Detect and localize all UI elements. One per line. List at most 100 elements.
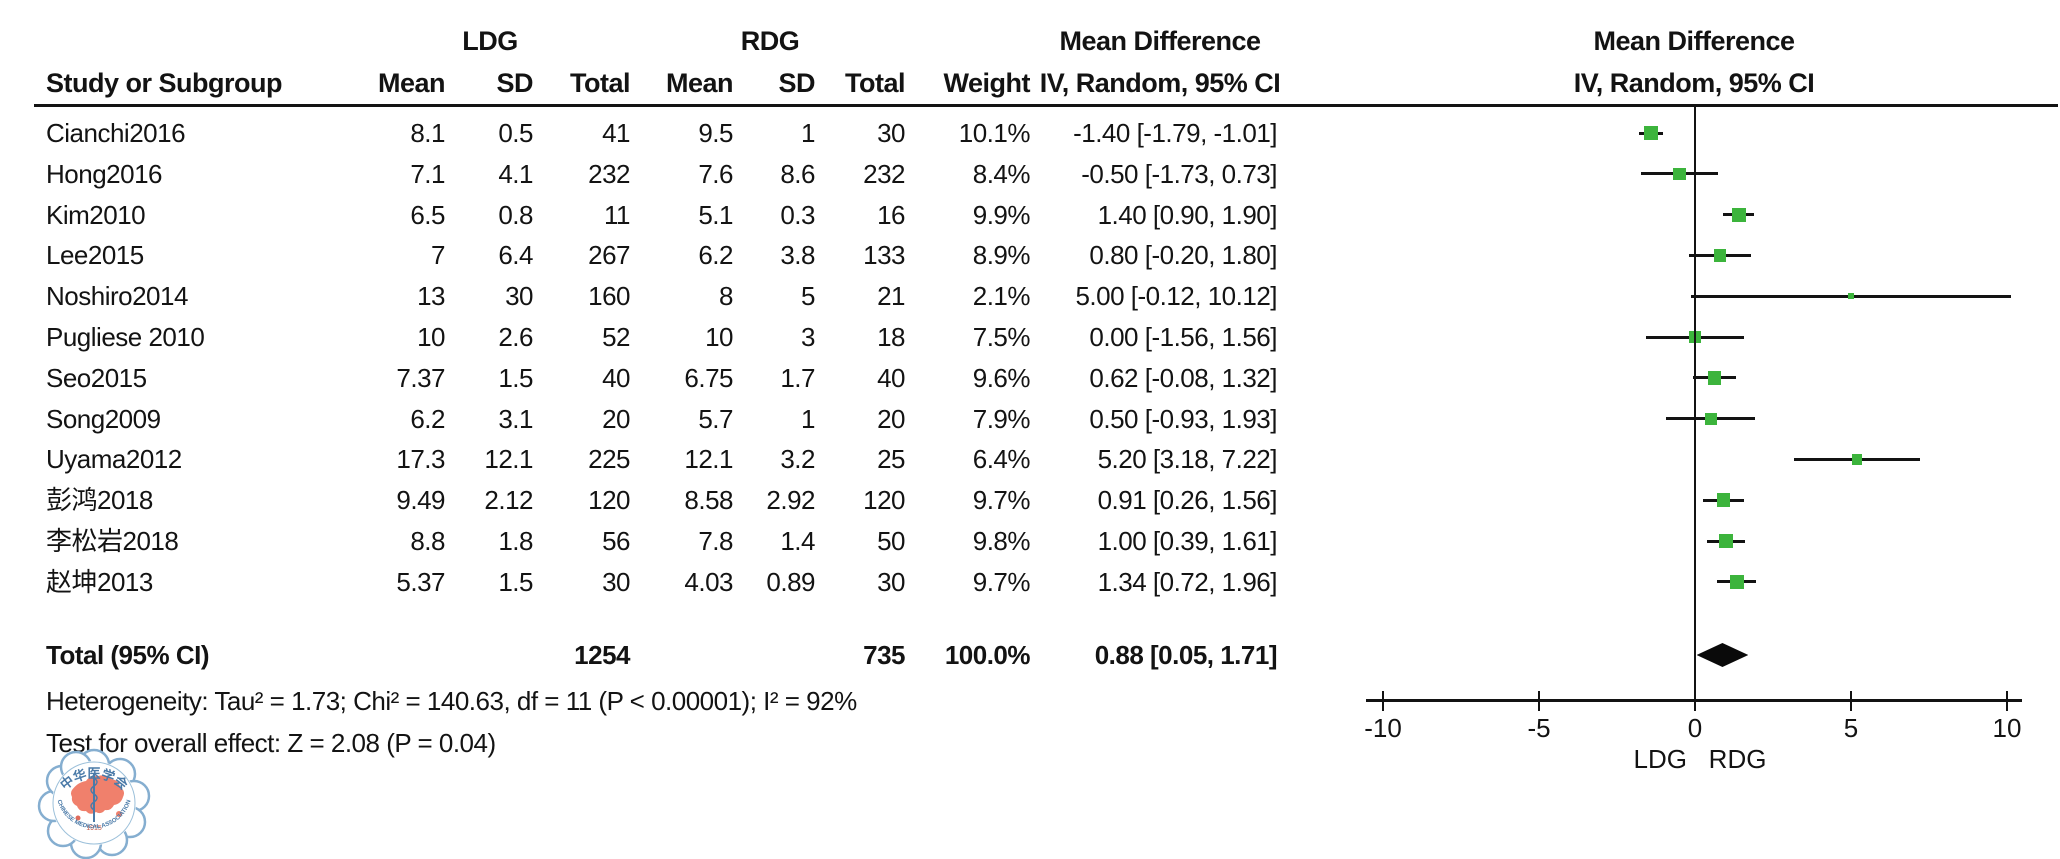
cell-mean2: 4.03 — [684, 566, 733, 597]
cell-sd1: 6.4 — [498, 240, 533, 271]
cell-sd2: 3.2 — [780, 444, 815, 475]
cell-mean2: 7.8 — [698, 526, 733, 556]
cell-tot1: 11 — [604, 199, 631, 230]
logo-caduceus — [90, 774, 98, 822]
cell-tot1: 160 — [588, 281, 630, 312]
total-row-label: Total (95% CI) — [46, 640, 209, 670]
cell-weight: 2.1% — [972, 281, 1031, 312]
cell-sd1: 0.5 — [498, 118, 533, 148]
cell-mean1: 8.8 — [410, 526, 445, 556]
cell-sd1: 30 — [505, 281, 533, 312]
cell-weight: 9.7% — [972, 566, 1031, 597]
cell-tot1: 225 — [588, 444, 630, 475]
effect-marker — [1704, 412, 1717, 425]
cell-sd2: 1.4 — [780, 526, 815, 556]
study-name: Uyama2012 — [46, 444, 182, 475]
cell-weight: 9.7% — [972, 485, 1031, 516]
cell-ci: 1.40 [0.90, 1.90] — [1097, 199, 1278, 230]
cell-tot1: 52 — [602, 322, 630, 352]
axis-tick — [2006, 691, 2008, 711]
column-header-sd-rdg: SD — [778, 68, 815, 98]
cell-sd2: 5 — [801, 281, 815, 312]
cell-tot1: 20 — [602, 403, 630, 434]
cell-mean1: 8.1 — [410, 118, 445, 148]
cell-mean2: 7.6 — [698, 158, 733, 189]
effect-marker — [1713, 248, 1727, 262]
overall-effect-text: Test for overall effect: Z = 2.08 (P = 0… — [46, 728, 496, 758]
axis-tick — [1382, 691, 1384, 711]
cell-sd1: 1.5 — [498, 362, 533, 393]
column-header-total-ldg: Total — [570, 68, 631, 98]
study-name: 赵坤2013 — [46, 566, 153, 597]
cell-tot2: 232 — [863, 158, 905, 189]
cell-sd2: 3.8 — [780, 240, 815, 271]
axis-tick-label: 0 — [1687, 713, 1703, 743]
effect-marker — [1644, 125, 1659, 141]
study-name: 彭鸿2018 — [46, 485, 153, 516]
study-name: Kim2010 — [46, 199, 146, 230]
cell-ci: 1.00 [0.39, 1.61] — [1097, 526, 1278, 556]
cma-logo: 1915 中华医学会 CHINESE MEDICAL ASSOCIATION — [37, 748, 151, 859]
plot-subtitle: IV, Random, 95% CI — [1573, 68, 1815, 98]
axis-tick-label: 5 — [1843, 713, 1859, 743]
cell-mean1: 7 — [431, 240, 445, 271]
study-name: Cianchi2016 — [46, 118, 186, 148]
cell-sd2: 1 — [801, 118, 815, 148]
cell-sd2: 3 — [801, 322, 815, 352]
cell-sd1: 4.1 — [498, 158, 533, 189]
cell-mean1: 9.49 — [396, 485, 445, 516]
cell-ci: 5.00 [-0.12, 10.12] — [1075, 281, 1277, 312]
cell-ci: -0.50 [-1.73, 0.73] — [1081, 158, 1277, 189]
axis-tick — [1538, 691, 1540, 711]
cell-tot2: 16 — [877, 199, 905, 230]
total-ci-text: 0.88 [0.05, 1.71] — [1094, 640, 1278, 670]
axis-label-gap — [1687, 744, 1709, 774]
cell-tot2: 20 — [877, 403, 905, 434]
cell-sd2: 0.89 — [766, 566, 815, 597]
group2-header: RDG — [740, 26, 800, 56]
cell-weight: 9.6% — [972, 362, 1031, 393]
effect-marker — [1852, 454, 1863, 465]
cell-ci: 5.20 [3.18, 7.22] — [1097, 444, 1278, 475]
cell-tot1: 232 — [588, 158, 630, 189]
axis-tick — [1694, 691, 1696, 711]
cell-tot2: 25 — [877, 444, 905, 475]
cell-mean2: 6.75 — [684, 362, 733, 393]
cell-ci: 0.91 [0.26, 1.56] — [1097, 485, 1278, 516]
cell-tot1: 30 — [602, 566, 630, 597]
study-name: Song2009 — [46, 403, 161, 434]
cell-tot2: 21 — [877, 281, 905, 312]
effect-marker — [1731, 207, 1746, 222]
cell-mean1: 17.3 — [396, 444, 445, 475]
effect-marker — [1707, 371, 1722, 385]
cell-ci: 1.34 [0.72, 1.96] — [1097, 566, 1278, 597]
cell-ci: 0.00 [-1.56, 1.56] — [1089, 322, 1277, 352]
cell-sd1: 12.1 — [484, 444, 533, 475]
study-name: Noshiro2014 — [46, 281, 188, 312]
effect-marker — [1847, 293, 1855, 300]
pooled-diamond — [1696, 643, 1749, 667]
cell-weight: 9.9% — [972, 199, 1031, 230]
group1-header: LDG — [462, 26, 518, 56]
axis-tick — [1850, 691, 1852, 711]
cell-mean1: 5.37 — [396, 566, 445, 597]
logo-year: 1915 — [86, 825, 102, 832]
logo-china-map — [71, 775, 124, 814]
logo-dot-left — [75, 815, 81, 821]
cell-tot2: 133 — [863, 240, 905, 271]
plot-title: Mean Difference — [1593, 26, 1795, 56]
cell-tot1: 267 — [588, 240, 630, 271]
total-weight: 100.0% — [944, 640, 1031, 670]
cell-mean2: 10 — [705, 322, 733, 352]
cell-mean1: 6.2 — [410, 403, 445, 434]
effect-column-title: Mean Difference — [1059, 26, 1261, 56]
column-header-mean-rdg: Mean — [665, 68, 734, 98]
cell-sd2: 1.7 — [780, 362, 815, 393]
axis-group-labels: LDG RDG — [1634, 744, 1767, 775]
column-header-total-rdg: Total — [845, 68, 906, 98]
cell-weight: 8.9% — [972, 240, 1031, 271]
favors-left-label: LDG — [1633, 744, 1688, 774]
cell-ci: 0.50 [-0.93, 1.93] — [1089, 403, 1277, 434]
axis-tick-label: 10 — [1992, 713, 2022, 743]
